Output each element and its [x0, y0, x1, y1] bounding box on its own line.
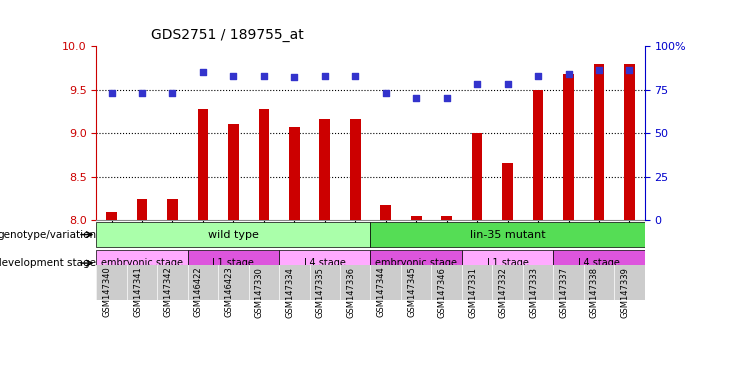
Bar [106, 212, 117, 220]
Text: percentile rank within the sample: percentile rank within the sample [119, 289, 294, 299]
Bar [289, 127, 299, 220]
Text: GSM147340: GSM147340 [102, 267, 112, 318]
Point [502, 81, 514, 88]
Point [593, 68, 605, 74]
Bar [370, 250, 462, 276]
Text: GSM147333: GSM147333 [529, 267, 538, 318]
Text: embryonic stage: embryonic stage [375, 258, 457, 268]
Bar [96, 290, 113, 298]
Bar [462, 250, 554, 276]
Bar [350, 119, 361, 220]
Text: GSM147338: GSM147338 [590, 267, 599, 318]
Text: GSM147337: GSM147337 [559, 267, 568, 318]
Text: GSM147331: GSM147331 [468, 267, 477, 318]
Text: GSM147339: GSM147339 [620, 267, 629, 318]
Text: GSM146423: GSM146423 [225, 267, 233, 318]
Bar [167, 199, 178, 220]
Point [562, 71, 574, 77]
Text: GSM147330: GSM147330 [255, 267, 264, 318]
Bar [563, 74, 574, 220]
Text: GSM147344: GSM147344 [376, 267, 386, 318]
Point [288, 74, 300, 81]
Point [380, 90, 392, 96]
Point [167, 90, 179, 96]
Text: GSM147336: GSM147336 [346, 267, 355, 318]
Bar [472, 133, 482, 220]
Text: GSM146422: GSM146422 [194, 267, 203, 317]
Point [258, 73, 270, 79]
Point [441, 95, 453, 101]
Text: L1 stage: L1 stage [213, 258, 254, 268]
Text: L4 stage: L4 stage [304, 258, 346, 268]
Bar [187, 250, 279, 276]
Text: GSM147335: GSM147335 [316, 267, 325, 318]
Text: embryonic stage: embryonic stage [101, 258, 183, 268]
Bar [198, 109, 208, 220]
Bar [136, 199, 147, 220]
Point [411, 95, 422, 101]
Text: transformed count: transformed count [119, 278, 216, 288]
Point [349, 73, 361, 79]
Text: GSM147345: GSM147345 [408, 267, 416, 318]
Point [197, 69, 209, 75]
Bar [370, 222, 645, 247]
Text: L1 stage: L1 stage [487, 258, 528, 268]
Text: GSM147334: GSM147334 [285, 267, 294, 318]
Text: GDS2751 / 189755_at: GDS2751 / 189755_at [151, 28, 304, 42]
Text: development stage: development stage [0, 258, 96, 268]
Text: L4 stage: L4 stage [578, 258, 620, 268]
Text: genotype/variation: genotype/variation [0, 230, 96, 240]
Text: GSM147341: GSM147341 [133, 267, 142, 318]
Bar [442, 216, 452, 220]
Bar [411, 216, 422, 220]
Text: GSM147346: GSM147346 [438, 267, 447, 318]
Bar [624, 63, 635, 220]
Bar [259, 109, 269, 220]
Bar [96, 278, 113, 287]
Text: wild type: wild type [208, 230, 259, 240]
Point [136, 90, 148, 96]
Bar [279, 250, 370, 276]
Bar [228, 124, 239, 220]
Point [623, 68, 635, 74]
Point [106, 90, 118, 96]
Point [227, 73, 239, 79]
Bar [319, 119, 330, 220]
Bar [502, 163, 513, 220]
Bar [96, 250, 187, 276]
Text: GSM147342: GSM147342 [164, 267, 173, 318]
Bar [533, 89, 543, 220]
Point [532, 73, 544, 79]
Point [471, 81, 483, 88]
Text: GSM147332: GSM147332 [499, 267, 508, 318]
Bar [594, 63, 605, 220]
Bar [96, 222, 370, 247]
Point [319, 73, 330, 79]
Bar [554, 250, 645, 276]
Text: lin-35 mutant: lin-35 mutant [470, 230, 545, 240]
Bar [380, 205, 391, 220]
